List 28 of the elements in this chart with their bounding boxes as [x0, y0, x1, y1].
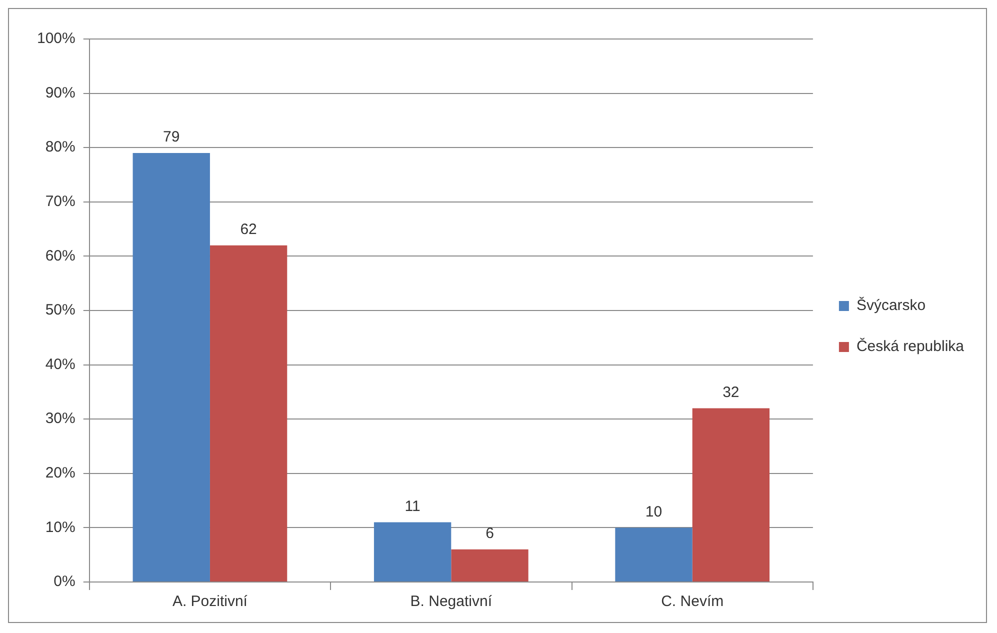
data-label: 6: [486, 525, 494, 542]
legend-label: Švýcarsko: [856, 296, 926, 314]
data-label: 32: [722, 384, 740, 401]
y-tick-label: 100%: [36, 30, 76, 48]
x-tick-label: C. Nevím: [661, 593, 724, 610]
y-tick-label: 0%: [54, 573, 76, 590]
y-tick-label: 30%: [45, 410, 76, 428]
y-tick-label: 90%: [45, 84, 76, 102]
bar: [210, 245, 288, 582]
y-tick-label: 10%: [45, 518, 76, 536]
bar: [692, 408, 770, 582]
y-tick-label: 80%: [45, 138, 76, 156]
y-tick-label: 50%: [45, 302, 76, 319]
bar: [451, 549, 528, 582]
y-tick-label: 40%: [45, 356, 76, 373]
y-tick-label: 20%: [45, 464, 76, 482]
legend-label: Česká republika: [856, 337, 965, 356]
bar: [374, 522, 452, 582]
y-tick-label: 60%: [45, 247, 76, 264]
data-label: 11: [404, 498, 420, 515]
x-tick-label: B. Negativní: [410, 593, 493, 610]
data-label: 62: [240, 220, 257, 238]
data-label: 10: [645, 503, 662, 520]
x-tick-label: A. Pozitivní: [172, 593, 248, 610]
bar: [132, 153, 210, 582]
bar: [615, 528, 692, 582]
data-label: 79: [163, 128, 180, 146]
y-tick-label: 70%: [45, 193, 76, 210]
